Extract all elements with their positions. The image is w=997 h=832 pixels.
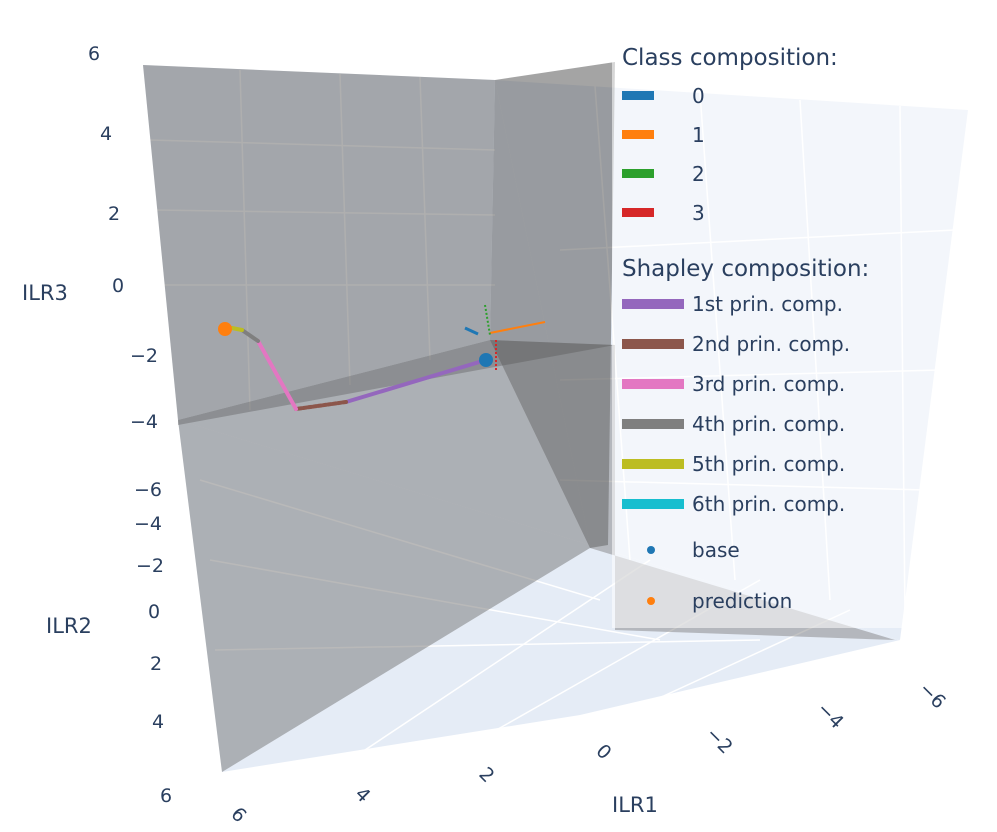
x-tick--6: −6 [914, 678, 949, 713]
z-tick--4: −4 [130, 411, 158, 433]
legend-class-swatch-1 [622, 130, 654, 139]
y-axis-title: ILR2 [46, 614, 92, 638]
legend-class-swatch-0 [622, 91, 654, 100]
y-tick--2: −2 [136, 555, 164, 577]
legend-point-label-prediction: prediction [692, 589, 792, 613]
path-4th-prin-comp [240, 328, 260, 343]
plane-floor [178, 340, 590, 772]
path-2nd-prin-comp [294, 400, 348, 411]
plane-right [490, 62, 615, 548]
y-tick--4: −4 [134, 513, 162, 535]
z-tick-0: 0 [112, 275, 124, 297]
legend-comp-swatch-2 [622, 339, 684, 349]
x-tick-2: 2 [474, 763, 498, 787]
y-tick-6: 6 [160, 785, 172, 807]
x-axis-title: ILR1 [612, 793, 658, 817]
legend-background [612, 38, 992, 628]
legend-class-label-1: 1 [692, 123, 705, 147]
path-1st-prin-comp [344, 358, 488, 404]
legend-comp-swatch-5 [622, 459, 684, 469]
origin-markers [464, 304, 546, 372]
legend-comp-label-2: 2nd prin. comp. [692, 332, 850, 356]
legend-comp-swatch-4 [622, 419, 684, 429]
z-tick-6: 6 [88, 43, 100, 65]
legend-shapley-title: Shapley composition: [622, 256, 869, 282]
legend-point-marker-base [647, 546, 655, 554]
y-tick-0: 0 [148, 601, 160, 623]
z-axis-title: ILR3 [22, 281, 68, 305]
prediction-point[interactable] [218, 322, 232, 336]
x-tick-0: 0 [591, 740, 615, 764]
y-tick-4: 4 [152, 711, 164, 733]
legend: Class composition: 0 1 2 3 Shapley composit… [612, 38, 992, 628]
origin-marker-class2 [484, 304, 491, 336]
path-3rd-prin-comp [256, 339, 298, 411]
legend-comp-swatch-1 [622, 299, 684, 309]
gridline-16 [349, 559, 651, 761]
legend-comp-label-6: 6th prin. comp. [692, 492, 845, 516]
legend-class-swatch-3 [622, 208, 654, 217]
y-tick--6: −6 [134, 479, 162, 501]
base-point[interactable] [479, 353, 493, 367]
legend-comp-swatch-6 [622, 499, 684, 509]
legend-comp-label-4: 4th prin. comp. [692, 412, 845, 436]
z-tick-4: 4 [100, 123, 112, 145]
legend-class-swatch-2 [622, 169, 654, 178]
z-tick-2: 2 [108, 203, 120, 225]
origin-marker-class1 [489, 321, 546, 334]
path-5th-prin-comp [230, 326, 244, 332]
plane-top-strip [178, 340, 615, 425]
z-tick--2: −2 [130, 345, 158, 367]
y-tick-2: 2 [150, 653, 162, 675]
legend-comp-label-3: 3rd prin. comp. [692, 372, 845, 396]
shapley-path [230, 326, 488, 411]
x-tick--2: −2 [701, 723, 736, 758]
legend-comp-label-1: 1st prin. comp. [692, 292, 843, 316]
legend-class-label-3: 3 [692, 201, 705, 225]
x-tick-4: 4 [350, 783, 374, 807]
legend-comp-swatch-3 [622, 379, 684, 389]
plane-bottom-right [490, 340, 895, 640]
legend-point-marker-prediction [647, 597, 655, 605]
x-tick--4: −4 [812, 698, 847, 733]
legend-class-label-0: 0 [692, 84, 705, 108]
origin-marker-class0 [464, 326, 479, 336]
legend-class-title: Class composition: [622, 45, 838, 71]
legend-comp-label-5: 5th prin. comp. [692, 452, 845, 476]
gridline-18 [589, 609, 851, 731]
legend-point-label-base: base [692, 538, 740, 562]
axis-ticks: −4 −2 0 2 4 6 −6 −4 −2 0 2 4 6 −6 −4 −2 0 2 4 6 [88, 43, 950, 827]
legend-class-label-2: 2 [692, 162, 705, 186]
x-tick-6: 6 [226, 803, 250, 827]
